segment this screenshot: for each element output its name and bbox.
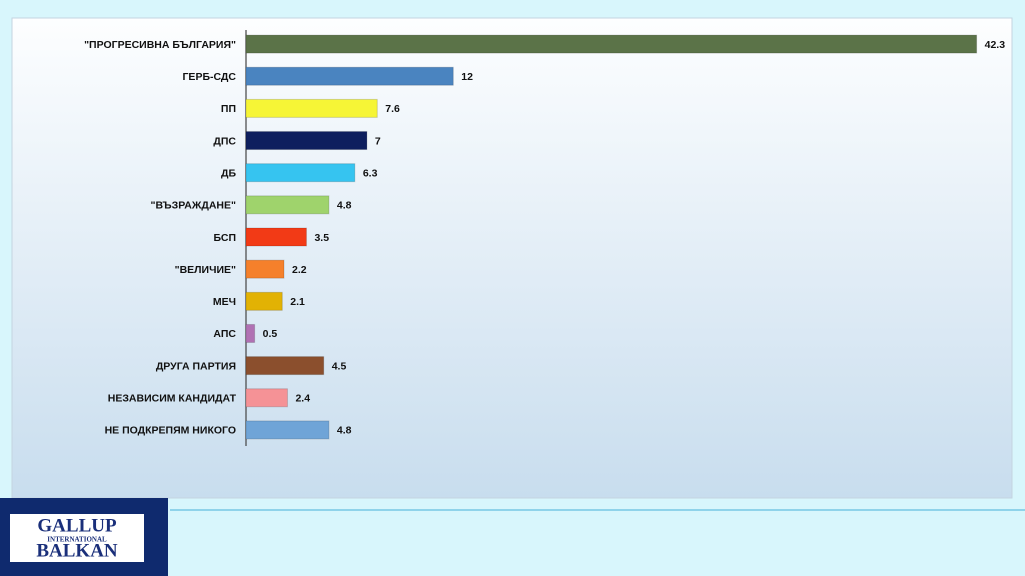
category-label: НЕЗАВИСИМ КАНДИДАТ: [108, 393, 237, 405]
bar: [245, 163, 356, 183]
logo-plate: [10, 514, 144, 562]
category-label: "ПРОГРЕСИВНА БЪЛГАРИЯ": [84, 39, 236, 51]
value-label: 4.8: [337, 425, 352, 437]
category-label: "ВЪЗРАЖДАНЕ": [150, 200, 236, 212]
category-label: "ВЕЛИЧИЕ": [175, 264, 236, 276]
bar: [245, 131, 368, 151]
value-label: 3.5: [314, 232, 329, 244]
category-label: НЕ ПОДКРЕПЯМ НИКОГО: [105, 425, 236, 437]
bar: [245, 356, 325, 376]
bar: [245, 323, 256, 343]
value-label: 2.4: [295, 393, 310, 405]
logo-text: BALKAN: [36, 540, 118, 561]
bar: [245, 388, 288, 408]
category-label: ПП: [221, 103, 236, 115]
bar: [245, 34, 978, 54]
category-label: АПС: [213, 328, 236, 340]
value-label: 0.5: [263, 328, 278, 340]
bar: [245, 259, 285, 279]
value-label: 2.1: [290, 296, 305, 308]
value-label: 4.8: [337, 200, 352, 212]
value-label: 4.5: [332, 360, 347, 372]
bar: [245, 98, 378, 118]
bar: [245, 227, 307, 247]
bar: [245, 291, 283, 311]
value-label: 7: [375, 135, 381, 147]
logo-text: INTERNATIONAL: [47, 536, 107, 544]
value-label: 6.3: [363, 167, 378, 179]
category-label: ГЕРБ-СДС: [182, 71, 236, 83]
value-label: 7.6: [385, 103, 400, 115]
value-label: 42.3: [985, 39, 1006, 51]
category-label: ДРУГА ПАРТИЯ: [156, 360, 236, 372]
bar: [245, 420, 330, 440]
value-label: 2.2: [292, 264, 307, 276]
bar: [245, 195, 330, 215]
logo-text: GALLUP: [37, 515, 117, 536]
category-label: ДБ: [221, 167, 236, 179]
category-label: БСП: [213, 232, 236, 244]
category-label: ДПС: [213, 135, 236, 147]
category-label: МЕЧ: [213, 296, 236, 308]
logo: GALLUP INTERNATIONAL BALKAN: [0, 498, 168, 576]
plot-panel: [11, 17, 1013, 499]
bar: [245, 66, 454, 86]
value-label: 12: [461, 71, 473, 83]
